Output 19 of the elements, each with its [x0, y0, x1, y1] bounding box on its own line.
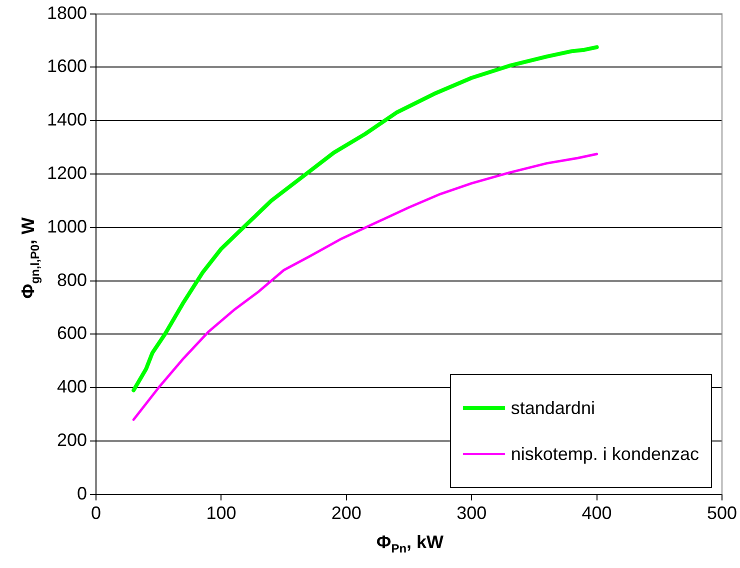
y-tick-label: 0	[77, 483, 88, 504]
y-tick-label: 200	[56, 430, 88, 450]
legend-label: niskotemp. i kondenzac	[510, 442, 699, 466]
y-tick-label: 800	[56, 270, 88, 290]
x-tick-label: 300	[456, 503, 487, 524]
y-tick-label: 600	[56, 323, 88, 344]
y-tick-label: 1800	[46, 2, 88, 23]
x-tick-label: 500	[706, 503, 738, 524]
y-tick-label: 1600	[46, 56, 88, 76]
x-tick-label: 100	[206, 503, 236, 524]
x-tick-label: 0	[91, 503, 102, 524]
y-tick-label: 1200	[46, 162, 88, 183]
x-tick-label: 400	[582, 503, 612, 524]
legend-label: standardni	[510, 396, 596, 420]
y-tick-label: 400	[56, 376, 88, 397]
x-tick-label: 200	[331, 503, 362, 524]
x-axis-title: Φ$_{Pn}$, kW	[375, 532, 445, 556]
y-tick-label: 1000	[46, 216, 88, 236]
y-tick-label: 1400	[46, 110, 88, 130]
